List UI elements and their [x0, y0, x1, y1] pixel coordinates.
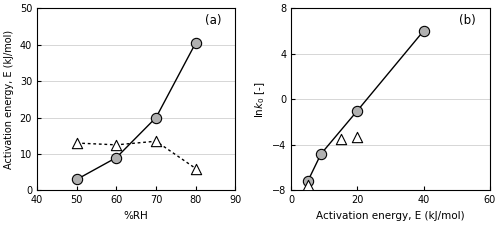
X-axis label: Activation energy, E (kJ/mol): Activation energy, E (kJ/mol) [316, 211, 465, 221]
Y-axis label: ln$k_0$ [-]: ln$k_0$ [-] [252, 81, 266, 118]
Point [420, 29, 428, 33]
X-axis label: %RH: %RH [124, 211, 148, 221]
Point [72, 141, 80, 145]
Text: (a): (a) [205, 14, 222, 27]
Text: (b): (b) [459, 14, 476, 27]
Point [112, 143, 120, 147]
Point [317, 152, 325, 156]
Point [152, 140, 160, 143]
Point [192, 41, 200, 45]
Point [354, 135, 362, 139]
Point [152, 116, 160, 119]
Point [304, 180, 312, 183]
Point [304, 183, 312, 187]
Point [337, 137, 345, 141]
Point [72, 178, 80, 181]
Y-axis label: Activation energy, E (kJ/mol): Activation energy, E (kJ/mol) [4, 30, 14, 169]
Point [192, 167, 200, 170]
Point [112, 156, 120, 159]
Point [354, 109, 362, 112]
